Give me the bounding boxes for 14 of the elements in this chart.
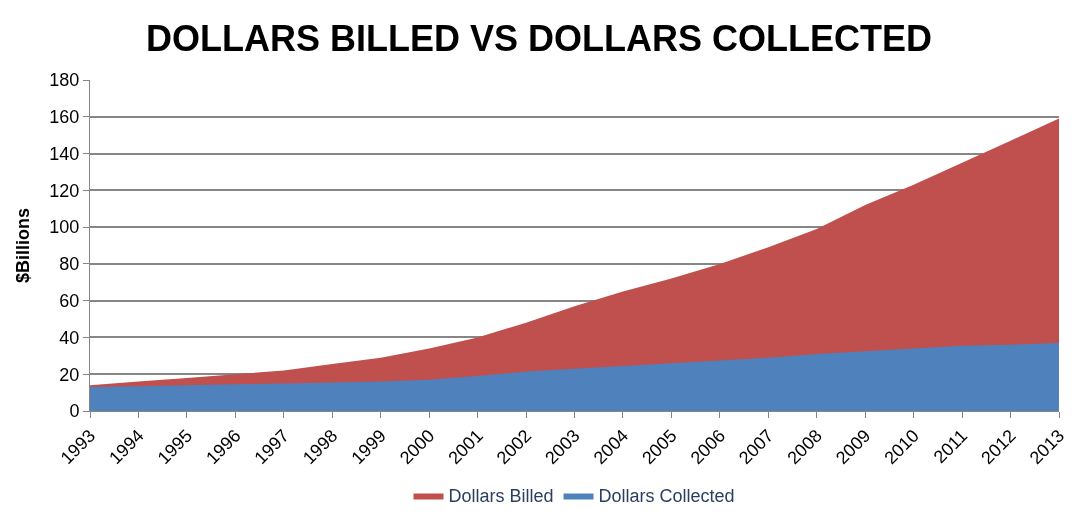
y-tick-label: 100 <box>49 217 80 238</box>
y-tick-label: 180 <box>49 70 80 91</box>
y-tick-label: 0 <box>69 401 80 422</box>
y-tick-label: 160 <box>49 107 80 128</box>
y-tick-label: 20 <box>59 364 80 385</box>
legend-label: Dollars Billed <box>448 486 554 507</box>
y-tick-label: 40 <box>59 327 80 348</box>
y-tick-label: 140 <box>49 143 80 164</box>
y-tick-label: 60 <box>59 290 80 311</box>
y-tick-label: 120 <box>49 180 80 201</box>
chart-title: DOLLARS BILLED VS DOLLARS COLLECTED <box>146 18 932 60</box>
legend-label: Dollars Collected <box>598 486 735 507</box>
y-axis-title: $Billions <box>12 207 33 284</box>
y-tick-label: 80 <box>59 254 80 275</box>
